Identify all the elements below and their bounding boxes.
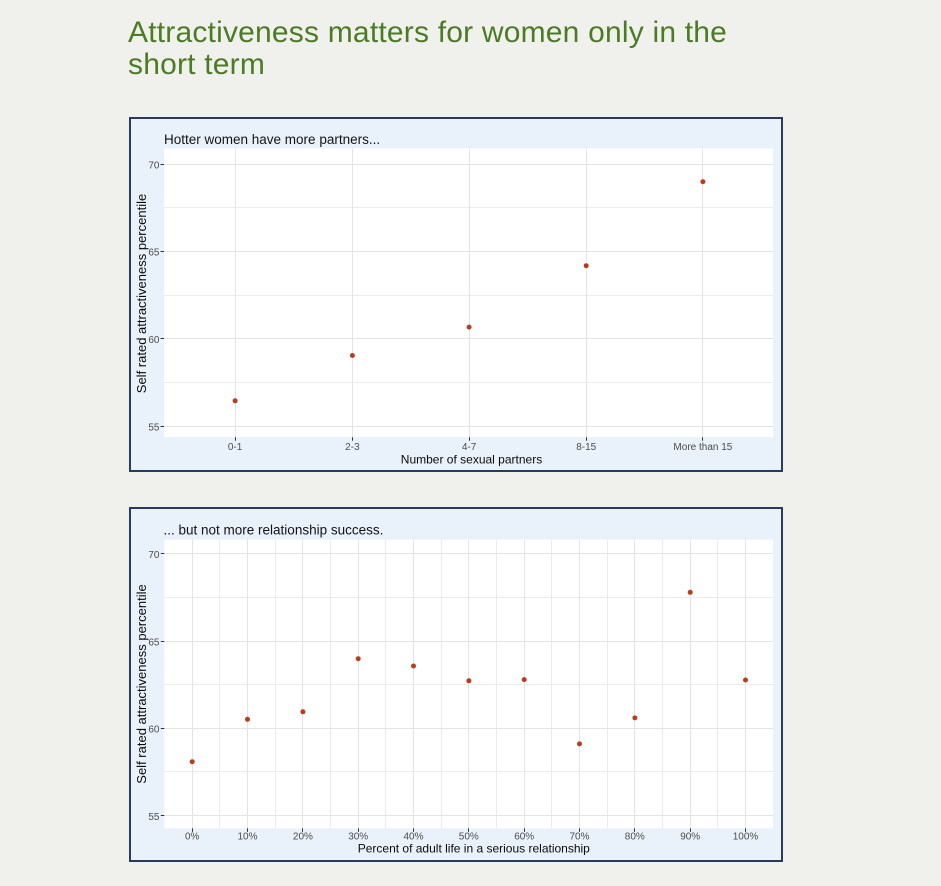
svg-text:55: 55 (148, 422, 160, 433)
svg-text:4-7: 4-7 (462, 442, 477, 453)
svg-text:0-1: 0-1 (228, 442, 243, 453)
svg-text:90%: 90% (680, 832, 700, 843)
svg-text:50%: 50% (459, 832, 479, 843)
svg-text:Self rated attractiveness perc: Self rated attractiveness percentile (134, 584, 149, 783)
svg-text:65: 65 (148, 248, 160, 259)
svg-text:60%: 60% (514, 832, 534, 843)
svg-text:Number of sexual partners: Number of sexual partners (401, 453, 542, 467)
svg-text:Self rated attractiveness perc: Self rated attractiveness percentile (134, 194, 149, 393)
svg-text:Percent of adult life in a ser: Percent of adult life in a serious relat… (358, 842, 590, 856)
svg-text:0%: 0% (185, 832, 200, 843)
svg-text:... but not more relationship: ... but not more relationship success. (164, 523, 384, 538)
svg-text:8-15: 8-15 (576, 442, 596, 453)
svg-text:Hotter women have more partner: Hotter women have more partners... (164, 132, 380, 147)
svg-text:55: 55 (148, 812, 160, 823)
svg-text:30%: 30% (348, 832, 368, 843)
svg-text:20%: 20% (293, 832, 313, 843)
svg-text:65: 65 (148, 637, 160, 648)
svg-text:2-3: 2-3 (345, 442, 360, 453)
svg-text:80%: 80% (625, 832, 645, 843)
svg-text:10%: 10% (237, 832, 257, 843)
svg-text:70%: 70% (569, 832, 589, 843)
svg-text:70: 70 (148, 160, 160, 171)
svg-text:70: 70 (148, 550, 160, 561)
svg-text:60: 60 (148, 725, 160, 736)
svg-text:40%: 40% (403, 832, 423, 843)
svg-text:More than 15: More than 15 (673, 442, 732, 453)
svg-text:100%: 100% (733, 832, 759, 843)
svg-text:60: 60 (148, 335, 160, 346)
